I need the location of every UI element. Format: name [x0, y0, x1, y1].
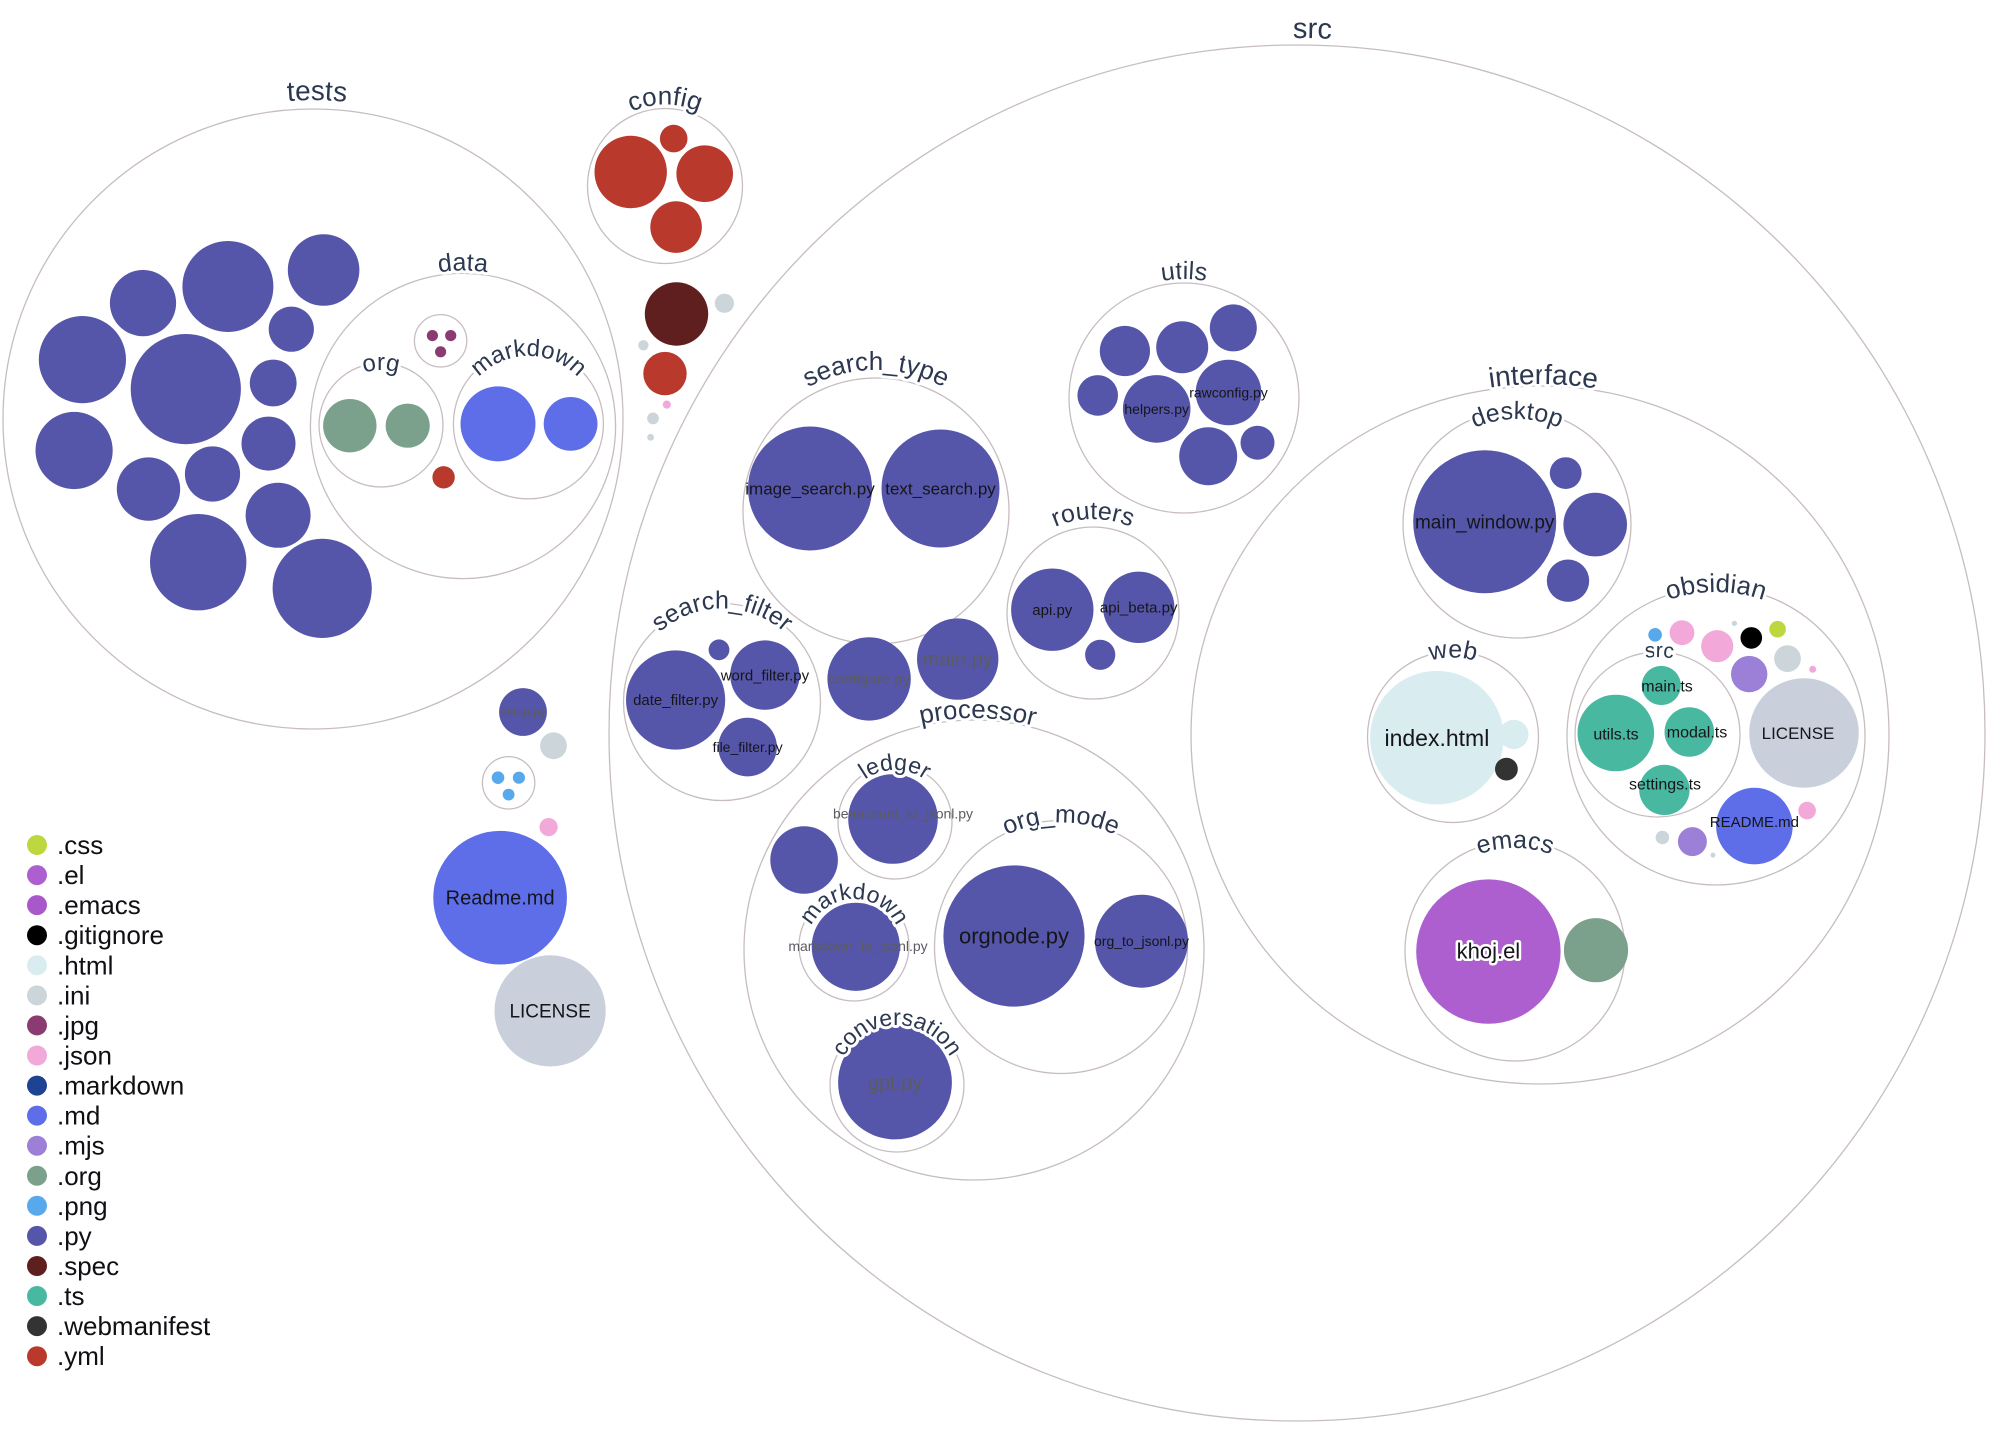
- svg-text:markdown: markdown: [465, 335, 592, 382]
- svg-text:.json: .json: [57, 1041, 112, 1071]
- svg-text:.html: .html: [57, 950, 113, 980]
- svg-text:orgnode.py: orgnode.py: [959, 924, 1069, 949]
- svg-text:api.py: api.py: [1032, 602, 1073, 619]
- svg-text:api_beta.py: api_beta.py: [1100, 600, 1178, 617]
- svg-text:.ts: .ts: [57, 1281, 84, 1311]
- svg-text:.gitignore: .gitignore: [57, 920, 164, 950]
- svg-text:README.md: README.md: [1710, 814, 1799, 831]
- svg-text:rawconfig.py: rawconfig.py: [1189, 384, 1268, 400]
- svg-text:khoj.el: khoj.el: [1457, 939, 1521, 964]
- svg-text:.emacs: .emacs: [57, 890, 141, 920]
- svg-text:tests: tests: [286, 75, 349, 108]
- svg-text:.png: .png: [57, 1191, 108, 1221]
- svg-text:main_window.py: main_window.py: [1415, 512, 1555, 533]
- svg-text:org: org: [360, 349, 402, 378]
- svg-text:.mjs: .mjs: [57, 1131, 105, 1161]
- svg-text:obsidian: obsidian: [1662, 568, 1771, 606]
- svg-text:setup.py: setup.py: [500, 705, 545, 719]
- svg-text:beancount_to_jsonl.py: beancount_to_jsonl.py: [833, 806, 973, 822]
- svg-text:.ini: .ini: [57, 980, 90, 1010]
- svg-text:interface: interface: [1487, 359, 1601, 394]
- svg-text:.webmanifest: .webmanifest: [57, 1311, 211, 1341]
- svg-text:date_filter.py: date_filter.py: [633, 692, 719, 709]
- svg-text:config: config: [623, 81, 707, 118]
- svg-text:.spec: .spec: [57, 1251, 119, 1281]
- svg-text:LICENSE: LICENSE: [509, 1002, 590, 1023]
- svg-text:image_search.py: image_search.py: [745, 479, 875, 498]
- svg-text:helpers.py: helpers.py: [1124, 401, 1189, 417]
- svg-text:.jpg: .jpg: [57, 1010, 99, 1040]
- svg-text:configure.py: configure.py: [828, 671, 910, 688]
- svg-text:org_mode: org_mode: [998, 800, 1124, 840]
- svg-text:Readme.md: Readme.md: [446, 888, 555, 910]
- svg-text:text_search.py: text_search.py: [885, 479, 996, 498]
- svg-text:modal.ts: modal.ts: [1667, 725, 1727, 742]
- svg-text:org_to_jsonl.py: org_to_jsonl.py: [1094, 933, 1189, 949]
- svg-text:src: src: [1293, 13, 1333, 46]
- svg-text:.yml: .yml: [57, 1341, 105, 1371]
- svg-text:.org: .org: [57, 1161, 102, 1191]
- svg-text:emacs: emacs: [1473, 826, 1558, 860]
- svg-text:word_filter.py: word_filter.py: [720, 667, 810, 684]
- svg-text:.py: .py: [57, 1221, 92, 1251]
- svg-text:file_filter.py: file_filter.py: [713, 739, 783, 755]
- svg-text:src: src: [1644, 639, 1676, 663]
- svg-text:search_type: search_type: [797, 346, 954, 393]
- svg-text:.markdown: .markdown: [57, 1071, 184, 1101]
- svg-text:.css: .css: [57, 830, 103, 860]
- svg-text:gpt.py: gpt.py: [868, 1073, 922, 1095]
- svg-text:index.html: index.html: [1384, 725, 1489, 751]
- svg-text:processor: processor: [916, 694, 1040, 732]
- svg-text:utils.ts: utils.ts: [1593, 727, 1638, 744]
- svg-text:.el: .el: [57, 860, 84, 890]
- svg-text:web: web: [1425, 635, 1480, 666]
- svg-text:main.ts: main.ts: [1641, 679, 1693, 696]
- svg-text:utils: utils: [1159, 257, 1209, 287]
- svg-text:search_filter: search_filter: [646, 586, 798, 636]
- svg-text:markdown_to_jsonl.py: markdown_to_jsonl.py: [788, 938, 927, 954]
- svg-text:.md: .md: [57, 1101, 100, 1131]
- svg-text:LICENSE: LICENSE: [1762, 724, 1835, 743]
- svg-text:desktop: desktop: [1467, 397, 1567, 434]
- svg-text:data: data: [436, 248, 489, 278]
- svg-text:settings.ts: settings.ts: [1629, 777, 1701, 794]
- svg-text:main.py: main.py: [923, 649, 993, 671]
